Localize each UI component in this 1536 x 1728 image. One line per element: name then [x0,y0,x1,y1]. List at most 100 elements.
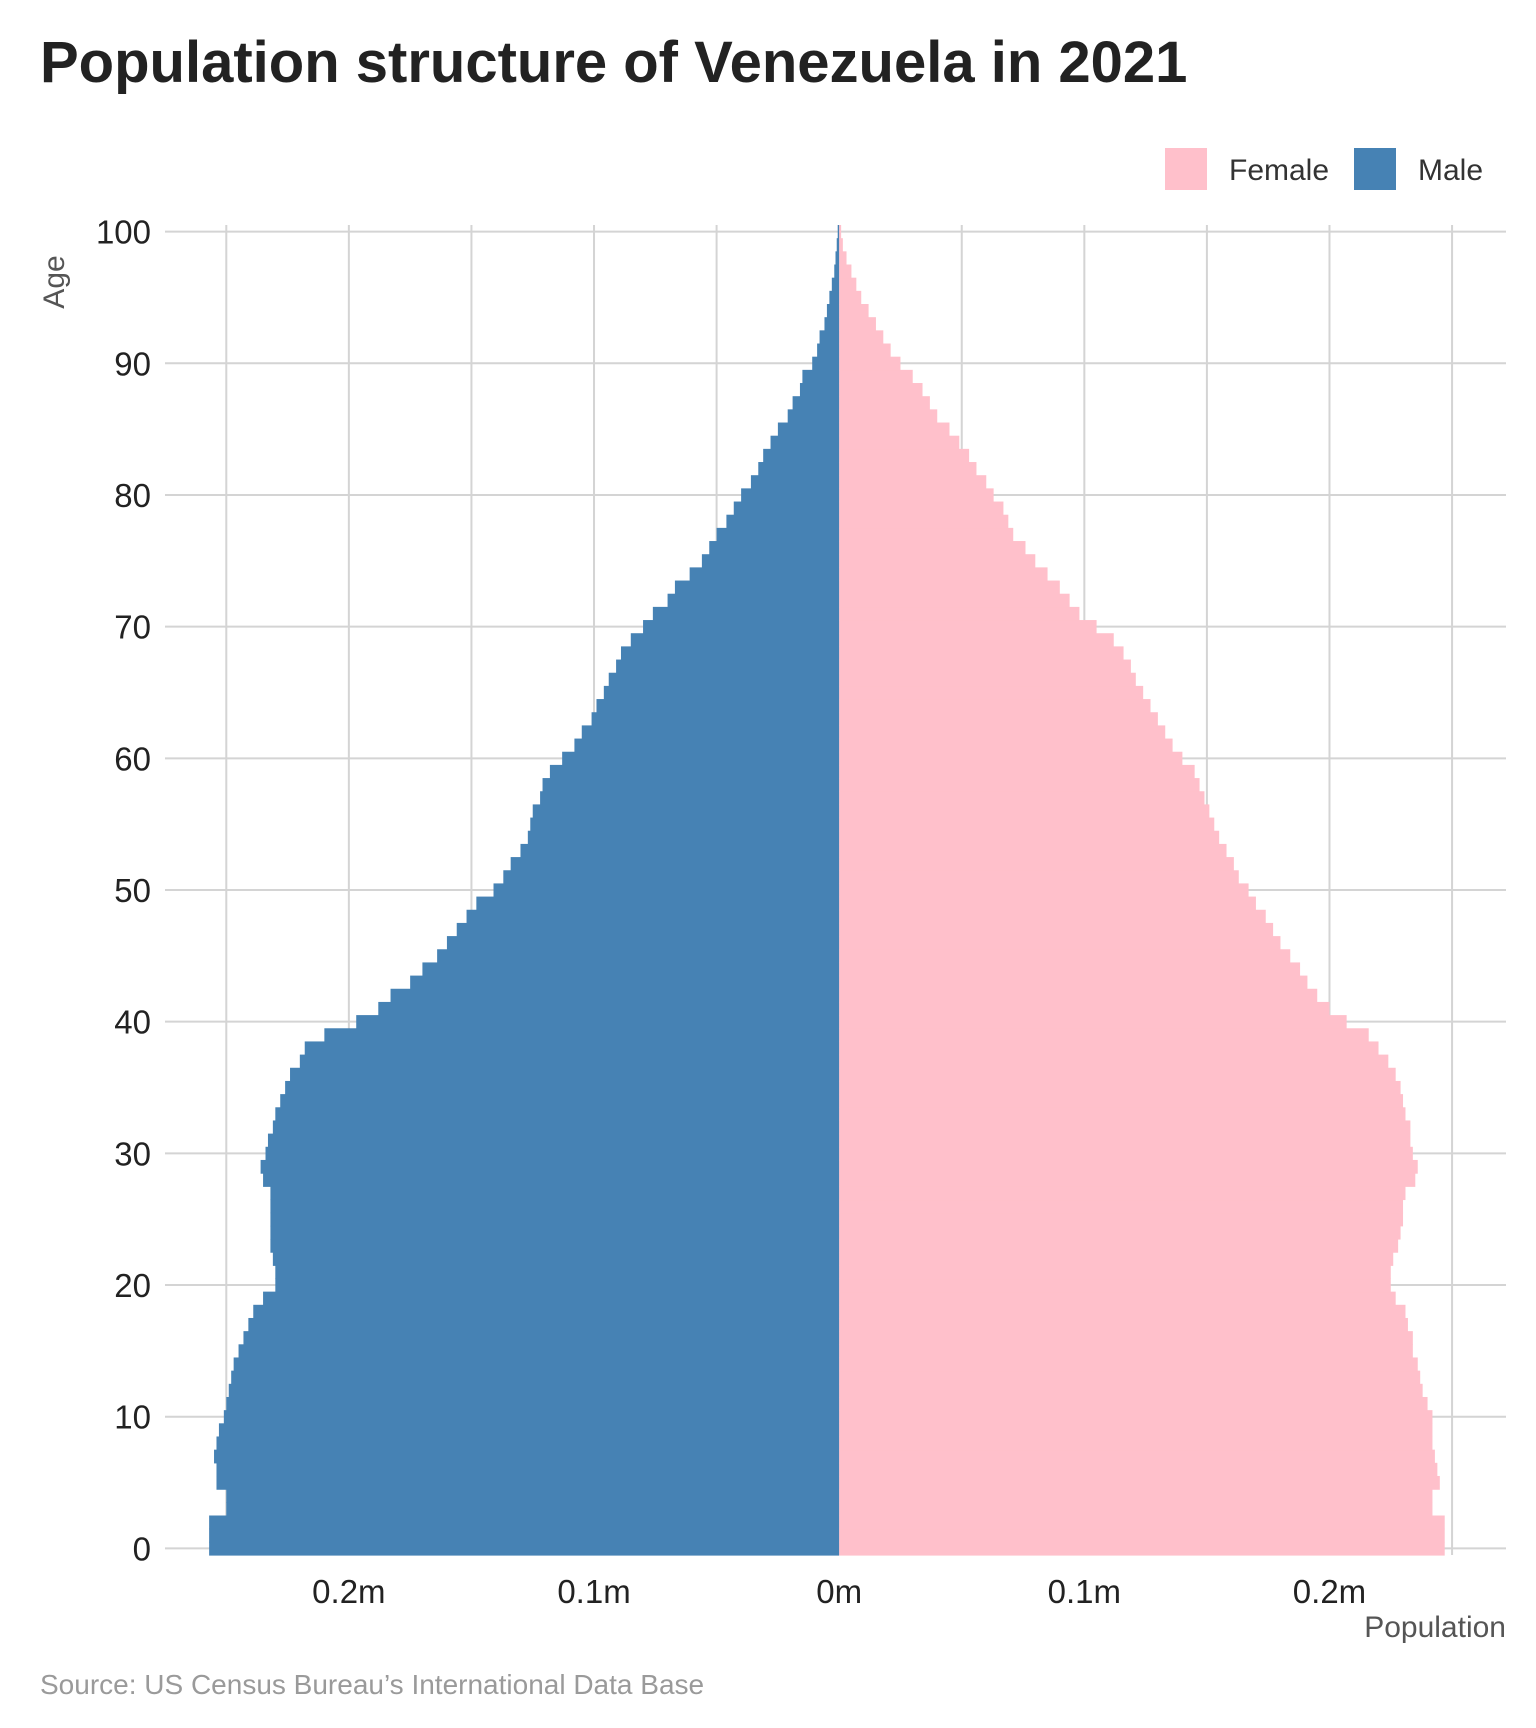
male-bar-age-41 [378,1001,840,1016]
female-bar-age-79 [839,501,1004,516]
male-bar-age-54 [527,830,840,845]
male-bar-age-12 [228,1383,840,1398]
female-bar-age-37 [839,1054,1389,1069]
female-bar-age-61 [839,738,1173,753]
male-bar-age-55 [530,817,840,832]
male-bar-age-81 [750,475,840,489]
chart-title: Population structure of Venezuela in 202… [40,30,1187,95]
male-bar-age-9 [218,1423,840,1438]
female-bar-age-5 [839,1475,1440,1490]
female-bar-age-39 [839,1028,1369,1043]
female-bar-age-43 [839,975,1308,990]
female-bar-age-34 [839,1094,1404,1108]
y-tick-label: 0 [133,1530,151,1567]
male-bar-age-32 [272,1120,840,1135]
female-bar-age-68 [839,646,1124,661]
y-tick-label: 40 [114,1004,151,1041]
male-bar-age-98 [835,251,840,266]
female-bar-age-19 [839,1291,1396,1306]
y-tick-label: 90 [114,345,151,382]
male-bar-age-94 [826,304,840,318]
male-bar-age-46 [446,936,840,950]
male-bar-age-82 [758,462,840,476]
y-tick-label: 80 [114,477,151,514]
female-bar-age-81 [839,475,987,489]
male-bar-age-93 [824,317,840,331]
female-bar-age-22 [839,1252,1394,1266]
y-axis-tick-labels: 0 10 20 30 40 50 60 70 80 90 100 [96,214,151,1568]
male-bar-age-89 [802,369,840,384]
male-bar-age-57 [540,791,840,806]
female-bar-age-98 [839,251,847,266]
x-tick-label: 0.2m [1293,1573,1366,1610]
female-bar-age-96 [839,277,857,292]
female-bar-age-72 [839,593,1070,608]
male-bar-age-22 [272,1252,840,1266]
female-bar-age-12 [839,1383,1423,1398]
female-bar-age-6 [839,1462,1438,1477]
male-bar-age-79 [733,501,840,516]
female-bar-age-45 [839,949,1291,964]
female-bar-age-77 [839,527,1014,542]
female-bar-age-44 [839,962,1301,977]
female-bar-age-97 [839,264,852,279]
female-bar-age-1 [839,1528,1445,1543]
male-bar-age-86 [787,409,840,424]
x-axis-tick-labels: 0.2m 0.1m 0m 0.1m 0.2m [312,1573,1366,1610]
male-bar-age-13 [231,1370,840,1385]
female-bar-age-99 [839,238,843,252]
female-bar-age-84 [839,435,960,450]
female-bar-age-95 [839,290,862,305]
female-bar-age-60 [839,751,1183,766]
male-bar-age-59 [549,764,840,779]
female-bar-age-87 [839,396,930,410]
male-bar-age-91 [817,343,840,358]
y-tick-label: 50 [114,872,151,909]
y-tick-label: 60 [114,740,151,777]
male-bar-age-77 [716,527,840,542]
male-bar-age-53 [520,843,840,858]
male-bar-age-3 [226,1502,840,1517]
female-bar-age-73 [839,580,1060,595]
female-bar-age-65 [839,685,1144,700]
female-bar-age-35 [839,1080,1401,1095]
female-bar-age-66 [839,672,1136,687]
female-bar-age-94 [839,304,869,318]
male-bar-age-23 [270,1238,840,1253]
x-tick-label: 0.1m [557,1573,630,1610]
female-bar-age-27 [839,1186,1406,1201]
female-bar-age-59 [839,764,1195,779]
female-bar-age-23 [839,1238,1399,1253]
female-bar-age-29 [839,1159,1418,1174]
male-bar-age-63 [591,712,840,726]
x-tick-label: 0m [816,1573,862,1610]
female-bar-age-67 [839,659,1131,674]
male-bar-age-19 [263,1291,840,1306]
female-bar-age-74 [839,567,1048,582]
female-bar-age-41 [839,1001,1330,1016]
male-bar-age-26 [270,1199,840,1214]
male-bar-age-50 [493,883,840,898]
male-bar-age-52 [510,857,840,871]
male-bar-age-30 [265,1146,840,1161]
female-bar-age-38 [839,1041,1379,1056]
male-bar-age-80 [741,488,840,503]
x-tick-label: 0.2m [312,1573,385,1610]
female-bar-age-62 [839,725,1166,740]
male-bar-age-60 [562,751,840,766]
male-bar-age-73 [674,580,840,595]
male-bar-age-0 [209,1541,840,1556]
male-bar-age-74 [689,567,840,582]
female-bar-age-91 [839,343,891,358]
male-bar-age-70 [643,620,840,634]
male-bar-age-75 [701,554,840,568]
female-bar-age-40 [839,1015,1347,1029]
male-bar-age-51 [503,870,840,885]
female-bar-age-2 [839,1515,1445,1530]
female-bar-age-14 [839,1357,1418,1372]
female-bar-age-4 [839,1489,1433,1503]
female-bar-age-53 [839,843,1227,858]
legend-swatch-male [1354,148,1396,190]
female-bar-age-55 [839,817,1215,832]
